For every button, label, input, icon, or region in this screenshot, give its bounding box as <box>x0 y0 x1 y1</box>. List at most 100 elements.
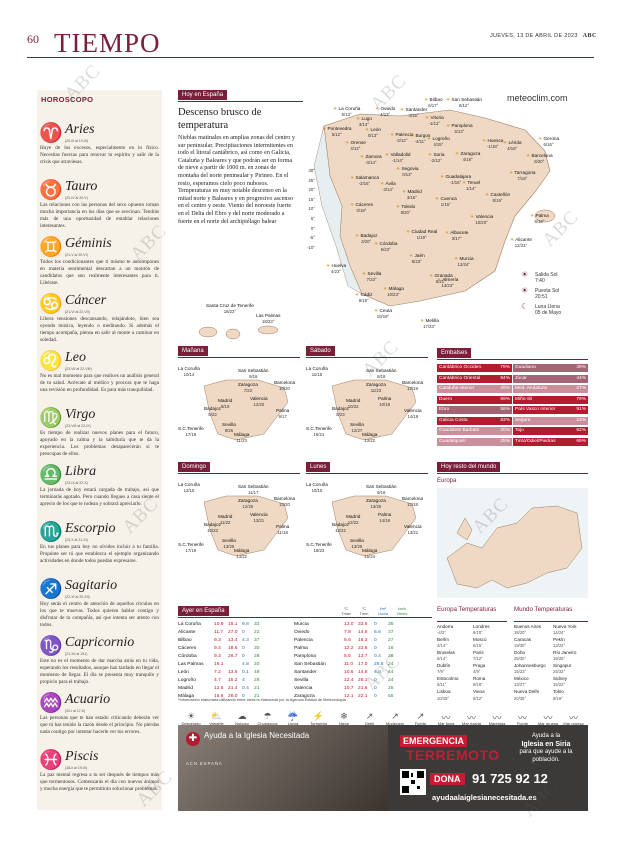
weather-icon: ☀ <box>385 152 390 157</box>
forecast-city: Málaga 13/22 <box>234 548 250 559</box>
weather-icon: ☀ <box>427 136 432 141</box>
map-city: ☀ Huelva 4/23° <box>326 263 347 274</box>
zodiac-icon: ♍ <box>39 407 63 429</box>
temp-entry: Londres 6/10° <box>473 624 490 636</box>
weather-icon: ☀ <box>530 213 535 218</box>
symbol-legend-item: ↗ Débil <box>357 711 383 726</box>
weather-icon: ☀ <box>322 126 327 131</box>
scale-tick: 30° <box>308 168 316 173</box>
header-rule <box>27 57 594 58</box>
map-city: ☀ Zamora -3/14° <box>360 154 382 165</box>
tag-underline <box>514 621 588 622</box>
forecast-city: Málaga 13/22 <box>362 432 378 443</box>
symbol-legend-item: 〰 Marejada <box>484 711 510 726</box>
weather-symbol-icon: ☂ <box>263 711 272 721</box>
map-city: ☀ Alicante 12/23° <box>510 237 532 248</box>
map-city: ☀ Tarragona 7/18° <box>509 170 536 181</box>
weather-icon: ☀ <box>482 138 487 143</box>
map-city: ☀ Vitoria -1/12° <box>425 115 444 126</box>
embalse-row: Ebro 56% <box>437 406 512 414</box>
forecast-city: Sevilla 13/25 <box>350 538 364 549</box>
city-las-palmas: Las Palmas 18/23° <box>256 313 281 324</box>
ad-earthquake: TERREMOTO <box>406 747 500 763</box>
weather-icon: ☀ <box>445 230 450 235</box>
ad-emergency: EMERGENCIA <box>400 735 468 747</box>
zodiac-icon: ♊ <box>39 236 63 258</box>
forecast-city: La Coruña 12/15 <box>178 482 200 493</box>
forecast-city: Badajoz 9/23 <box>204 406 221 417</box>
zodiac-icon: ♈ <box>39 122 63 144</box>
weather-symbol-icon: ⚡ <box>312 711 325 721</box>
weather-icon: ☀ <box>440 174 445 179</box>
sign-dates: (20-IV al 20-V) <box>65 196 88 200</box>
map-city: ☀ Ceuta 10/19° <box>374 308 393 319</box>
map-city: ☀ Murcia 13/24° <box>454 256 474 267</box>
weather-icon: ☀ <box>355 292 360 297</box>
lede: Nieblas matinales en amplias zonas del c… <box>178 135 295 225</box>
embalse-row: Tajo 62% <box>513 427 588 435</box>
forecast-city: S.C.Tenerife 18/23 <box>306 542 332 553</box>
zodiac-icon: ♑ <box>39 635 63 657</box>
weather-symbol-icon: ⛅ <box>210 711 223 721</box>
weather-symbol-icon: ☁ <box>237 711 247 721</box>
weather-icon: ☀ <box>380 181 385 186</box>
map-city: ☀ Cádiz 8/19° <box>355 292 373 303</box>
forecast-city: Sevilla 9/26 <box>222 422 236 433</box>
map-city: ☀ Guadalajara -1/16° <box>440 174 472 185</box>
weather-icon: ☀ <box>437 277 442 282</box>
symbol-legend-item: 〰 Mar llana <box>433 711 459 726</box>
ayer-right: Murcia 13.0 33.6 0 35 Oviedo 7.8 14.6 6.6 37 Palen… <box>294 621 394 701</box>
sign-text: Huye de los excesos, especialmente en lo… <box>40 145 159 166</box>
map-city: ☀ Melilla 17/23° <box>420 318 439 329</box>
ad-web[interactable]: ayudaalaiglesianecesitada.es <box>432 793 537 802</box>
map-city: ☀ Granada 8/21° <box>429 273 453 284</box>
map-city: ☀ Jaén 8/23° <box>409 253 425 264</box>
forecast-city: Sevilla 13/25 <box>222 538 236 549</box>
weather-icon: ☀ <box>446 123 451 128</box>
temp-entry: Nueva York 14/24° <box>553 624 577 636</box>
ayer-row: Cáceres 9.4 18.6 0 30 <box>178 646 260 651</box>
forecast-map <box>314 364 436 441</box>
sign-name: Virgo <box>65 407 96 422</box>
weather-symbol-icon: 〰 <box>517 713 527 723</box>
map-city: ☀ Toledo 8/20° <box>396 204 416 215</box>
weather-icon: ☀ <box>326 263 331 268</box>
ayer-row: Madrid 12.6 21.4 0.4 21 <box>178 686 260 691</box>
mundo-title: Mundo Temperaturas <box>514 606 573 613</box>
weather-icon: ☀ <box>355 233 360 238</box>
embalse-row: Cataluña interior 26% <box>437 385 512 393</box>
map-city: ☀ Sevilla 7/23° <box>362 271 382 282</box>
map-city: ☀ Cáceres 0/18° <box>350 202 373 213</box>
temp-entry: Buenos Aires 18/20° <box>514 624 542 636</box>
scale-tick: 20° <box>308 187 316 193</box>
qr-code-icon[interactable] <box>400 769 426 795</box>
symbol-legend-item: ☀ Despejado <box>178 711 204 726</box>
sign-text: Libera tensiones descansando, relajándot… <box>40 316 159 344</box>
forecast-city: Madrid 8/19 <box>218 398 233 409</box>
ad-right-text: Ayuda a la Iglesia en Siria para que ayude… <box>519 733 573 763</box>
horoscope-title: HOROSCOPO <box>41 95 94 104</box>
weather-symbol-icon: ☔ <box>287 711 299 721</box>
weather-icon: ☀ <box>410 133 415 138</box>
advertisement[interactable]: ✚ Ayuda a la Iglesia Necesitada ACN ESPA… <box>178 725 588 811</box>
weather-icon: ☀ <box>470 214 475 219</box>
forecast-map <box>314 480 436 557</box>
zodiac-icon: ♐ <box>39 578 63 600</box>
ad-phone[interactable]: 91 725 92 12 <box>472 771 548 786</box>
weather-icon: ☀ <box>485 192 490 197</box>
map-city: ☀ Segovia 0/13° <box>396 166 419 177</box>
weather-icon: ☀ <box>396 204 401 209</box>
sign-text: Hoy serás el centro de atención de aquel… <box>40 601 159 629</box>
mundo-col2: Nueva York 14/24° Pekín 13/22° Río Janeiro 18… <box>553 624 589 703</box>
temp-entry: Roma 9/18° <box>473 676 486 688</box>
embalse-row: Guadalquivir 25% <box>437 437 512 446</box>
forecast-city: Valencia 12/20 <box>250 396 268 407</box>
section-title: TIEMPO <box>54 28 161 58</box>
weather-icon: ☀ <box>509 170 514 175</box>
map-city: ☀ Córdoba 6/23° <box>374 241 398 252</box>
symbol-legend-item: ❄ Nieve <box>331 711 357 726</box>
temp-entry: Río Janeiro 18/25° <box>553 650 577 662</box>
weather-symbol-icon: ↗ <box>391 711 399 721</box>
europa-col2: Londres 6/10° Moscú 6/15° París 7/12° Praga 4/9… <box>473 624 507 703</box>
embalse-row: Cantábrico Oriental 84% <box>437 374 512 383</box>
